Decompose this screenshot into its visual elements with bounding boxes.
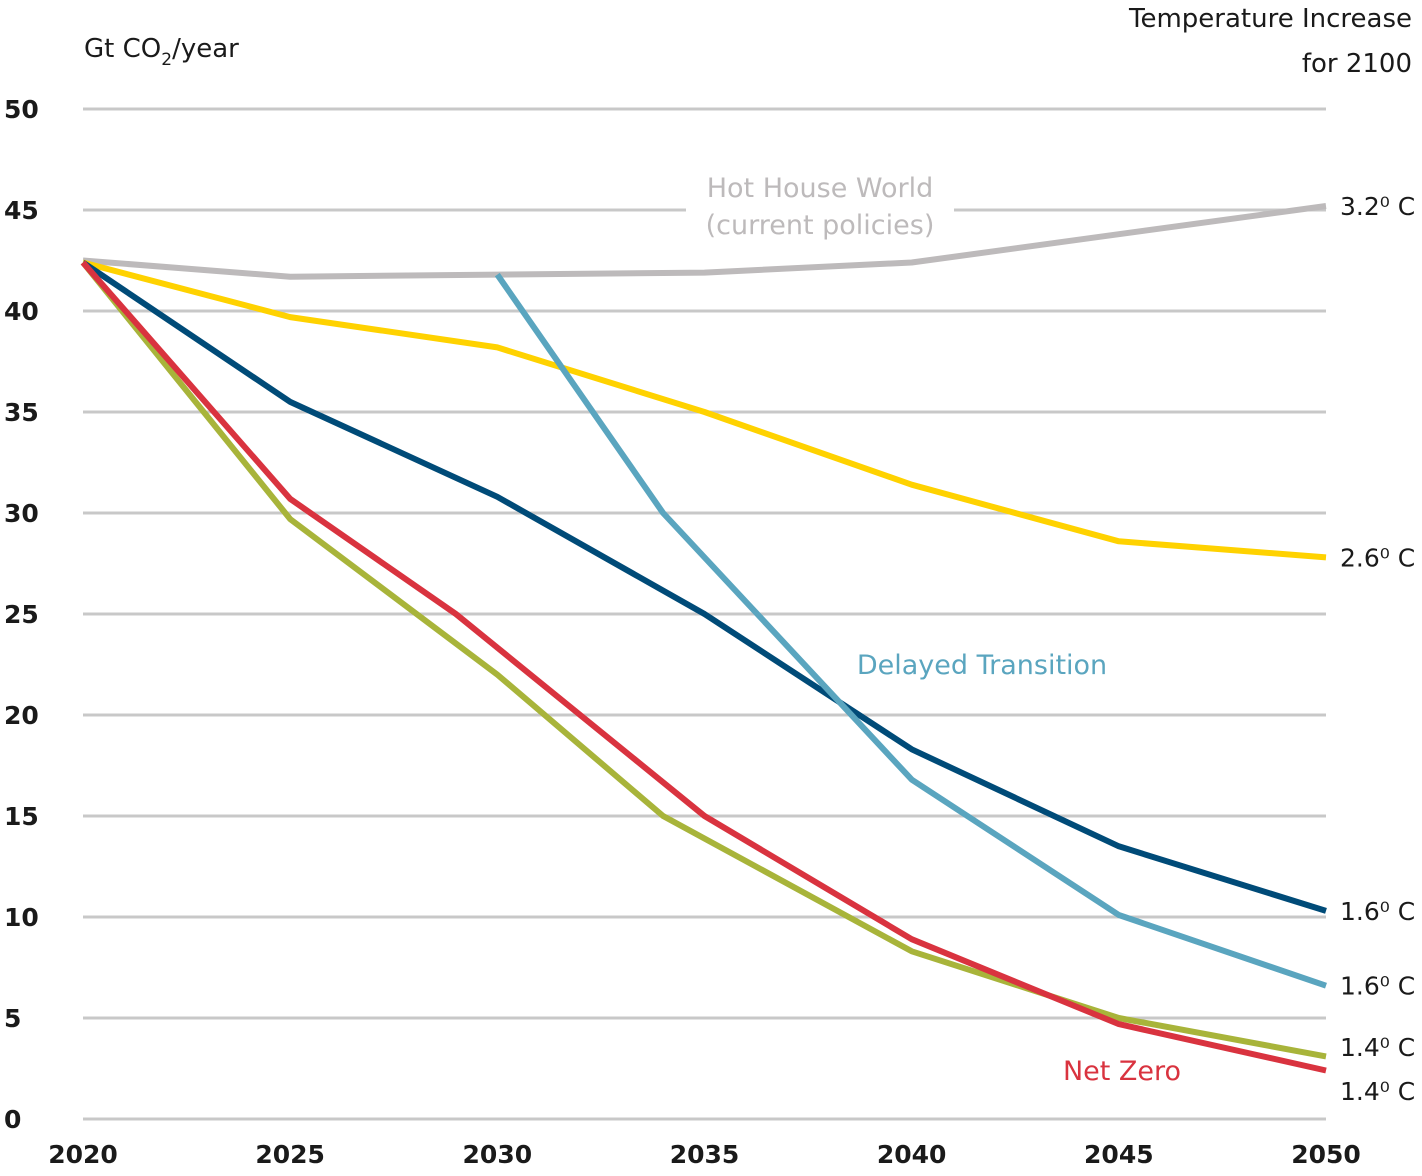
series-lines [80,203,1327,1074]
x-tick-label: 2025 [255,1140,325,1169]
y-tick-label: 20 [4,701,39,730]
y-tick-label: 40 [4,297,39,326]
end-label-5: 1.4⁰ C [1340,1077,1415,1106]
series-line-4 [80,260,1327,1060]
series-line-3 [494,272,1327,989]
x-tick-label: 2020 [48,1140,118,1169]
y-axis-title: Gt CO2/year [84,34,239,70]
x-tick-label: 2045 [1084,1140,1154,1169]
x-tick-labels: 2020 2025 2030 2035 2040 2045 2050 [48,1140,1361,1169]
x-tick-label: 2050 [1291,1140,1361,1169]
series-line-0 [82,203,1327,280]
end-label-0: 3.2⁰ C [1340,192,1415,221]
x-tick-label: 2035 [670,1140,740,1169]
y-tick-label: 15 [4,802,39,831]
series-label-hot-house-line2: (current policies) [706,210,935,241]
y-tick-label: 35 [4,398,39,427]
hot-house-label-backdrop [686,166,954,246]
y-tick-label: 25 [4,600,39,629]
end-label-4: 1.4⁰ C [1340,1033,1415,1062]
y-tick-label: 10 [4,903,39,932]
y-tick-label: 0 [4,1105,21,1134]
end-label-2: 1.6⁰ C [1340,897,1415,926]
right-axis-title-line1: Temperature Increase [1128,4,1412,34]
series-label-delayed-transition: Delayed Transition [857,650,1107,681]
series-label-hot-house: Hot House World [707,173,934,204]
y-tick-labels: 0 5 10 15 20 25 30 35 40 45 50 [4,95,39,1134]
y-tick-label: 45 [4,196,39,225]
series-label-net-zero: Net Zero [1063,1056,1181,1087]
end-label-1: 2.6⁰ C [1340,543,1415,572]
series-line-5 [80,260,1327,1074]
y-tick-label: 5 [4,1004,21,1033]
end-label-3: 1.6⁰ C [1340,972,1415,1001]
y-tick-label: 50 [4,95,39,124]
x-tick-label: 2030 [463,1140,533,1169]
series-line-2 [81,260,1327,914]
right-axis-title-line2: for 2100 [1302,49,1412,79]
series-line-1 [82,259,1327,561]
y-tick-label: 30 [4,499,39,528]
x-tick-label: 2040 [877,1140,947,1169]
end-labels: 3.2⁰ C 2.6⁰ C 1.6⁰ C 1.6⁰ C 1.4⁰ C 1.4⁰ C [1340,192,1415,1106]
